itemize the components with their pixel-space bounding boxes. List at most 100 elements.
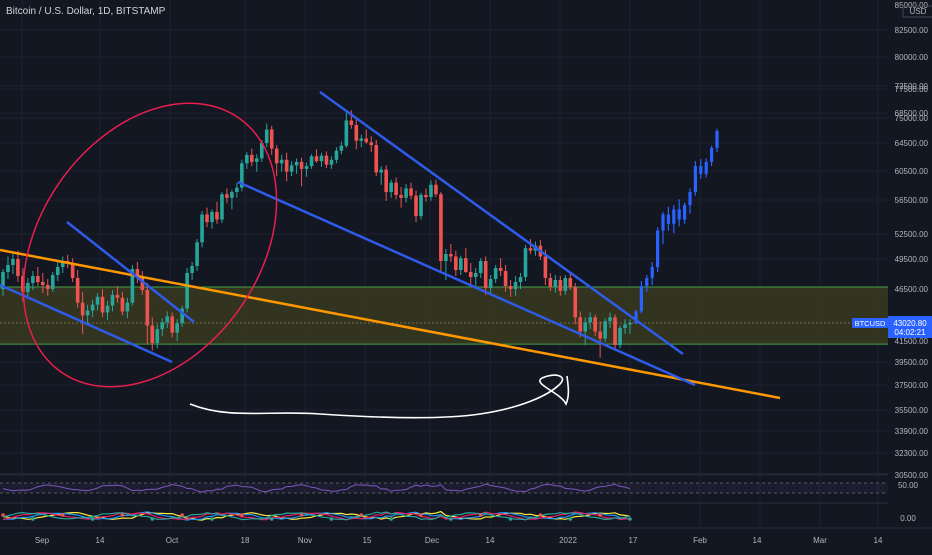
candle [80,291,85,334]
candle [558,276,563,296]
candle-body [483,261,488,288]
projection-body [710,147,714,162]
candle [289,161,294,177]
projection-body [715,131,719,148]
candle-body [508,286,513,289]
candle-body [140,277,145,290]
projection-body [677,209,681,220]
candle-body [165,316,170,323]
price-tick-label: 68500.00 [895,109,929,118]
candle [45,279,50,296]
candle-body [279,159,284,164]
candle [329,156,334,169]
projection-body [699,166,703,174]
macd-dot [60,513,65,517]
projection-body [634,311,638,323]
candle-body [523,248,528,277]
candle [424,188,428,202]
candle-body [414,195,418,217]
candle-body [439,194,443,261]
candle-body [553,280,558,287]
price-tick-label: 82500.00 [895,26,929,35]
macd-level-label: 0.00 [900,514,916,523]
candle [175,319,179,341]
price-tick-label: 75000.00 [895,114,929,123]
candle-body [55,267,60,275]
candle-body [195,242,199,266]
candle [503,265,508,292]
candle-body [454,256,458,270]
candle-body [498,268,503,271]
candle [498,258,503,276]
candle [488,275,493,293]
candle [359,134,364,148]
candle [598,321,602,358]
price-tick-label: 37500.00 [895,381,929,390]
left-channel-upper [66,221,195,323]
candle-body [419,194,423,217]
candle-body [274,148,279,164]
candle [130,265,135,306]
candle-body [623,324,627,328]
macd-dot [538,513,543,517]
candle-body [384,169,388,193]
projection-bar [634,309,638,325]
candle-body [264,129,269,143]
candle [145,283,150,345]
price-tick-label: 30500.00 [895,471,929,480]
projection-bar [645,275,649,292]
candle [85,304,90,326]
candle-body [110,294,115,306]
candle [483,256,488,295]
candle-body [180,308,184,324]
candle-body [568,278,573,287]
candle [90,299,95,318]
candle-body [175,323,179,333]
macd-dot [299,513,304,517]
currency-badge: USD [910,7,927,16]
candle [394,177,398,200]
candle [369,136,374,153]
candle-body [95,296,100,305]
projection-bar [715,128,719,153]
candle-body [449,254,453,257]
candle [309,154,314,169]
candle [468,263,473,287]
candle-body [130,269,135,303]
candle [250,148,254,167]
candle [553,275,558,293]
candle [240,159,244,192]
candle-body [135,269,140,277]
candle-body [36,276,40,282]
candle-body [573,287,578,318]
candle-body [289,165,294,172]
candle-body [205,214,209,223]
macd-dot [240,513,244,517]
candle-body [210,211,214,223]
macd-dot [1,513,5,517]
candle [623,319,627,334]
candle-body [240,163,244,188]
macd-ribbon [1,510,632,521]
candle-body [493,268,498,279]
projection-bar [661,211,665,244]
candle [384,165,388,201]
time-tick-label: 14 [874,536,883,545]
price-tick-label: 60500.00 [895,167,929,176]
candle-body [374,145,379,173]
candle-body [578,317,583,332]
candle [110,289,115,312]
candle-body [583,322,588,332]
candle [379,166,383,185]
macd-dot [478,513,483,517]
candle-body [299,161,304,169]
price-tick-label: 41500.00 [895,337,929,346]
time-tick-label: Oct [166,536,179,545]
hand-drawn-arrow [189,374,570,419]
macd-dot [120,513,125,517]
projection-bar [677,199,681,227]
candle-body [518,277,523,282]
candle [414,190,418,223]
